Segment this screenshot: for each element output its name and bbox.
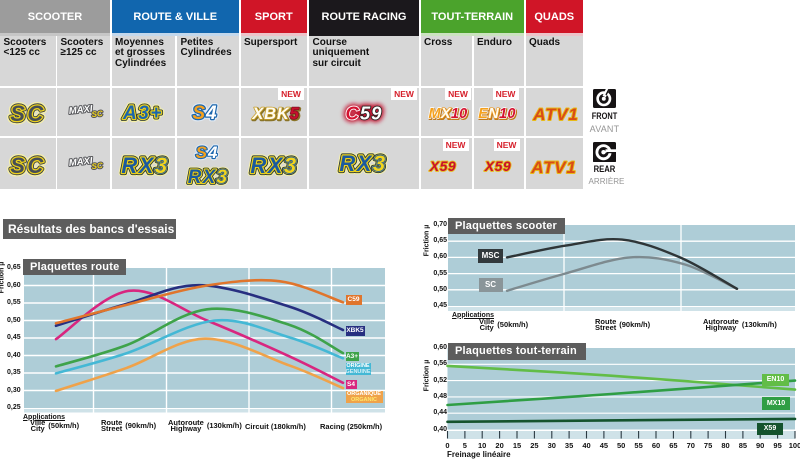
svg-text:S4: S4 [195,143,218,162]
svg-text:EN10: EN10 [478,106,516,122]
svg-text:SC: SC [10,153,46,178]
svg-text:MAXI: MAXI [68,103,93,116]
svg-text:RX3: RX3 [340,151,387,176]
svg-text:RX3: RX3 [187,166,228,187]
svg-text:S4: S4 [195,143,218,162]
svg-text:RX3: RX3 [340,151,387,176]
svg-text:RX3: RX3 [121,153,168,178]
svg-text:RX3: RX3 [121,153,168,178]
svg-text:RX3: RX3 [187,166,228,187]
svg-text:ATV1: ATV1 [530,158,576,177]
svg-text:RX3: RX3 [187,166,228,187]
svg-text:RX3: RX3 [250,153,297,178]
svg-text:RX3: RX3 [250,153,297,178]
svg-text:MX10: MX10 [429,107,468,123]
svg-text:A3+: A3+ [122,103,163,124]
svg-text:RX3: RX3 [340,151,387,176]
svg-text:ATV1: ATV1 [532,105,578,124]
svg-text:SC: SC [10,153,46,178]
svg-text:A3+: A3+ [122,103,163,124]
svg-text:SC: SC [10,153,46,178]
svg-text:SC: SC [10,101,46,126]
svg-text:RX3: RX3 [340,151,387,176]
svg-text:MX10: MX10 [428,106,467,122]
svg-text:X59: X59 [484,158,511,174]
svg-text:X59: X59 [484,158,511,174]
svg-text:EN10: EN10 [479,107,516,123]
svg-text:MAXI: MAXI [68,155,93,168]
svg-text:SC: SC [10,101,46,126]
svg-text:SC: SC [91,161,103,171]
svg-text:ATV1: ATV1 [532,105,578,124]
svg-text:ATV1: ATV1 [530,158,576,177]
svg-text:S4: S4 [192,103,217,124]
svg-text:XBK5: XBK5 [252,106,300,124]
svg-text:C59: C59 [346,102,383,123]
svg-text:S4: S4 [192,103,217,124]
svg-text:SC: SC [10,101,46,126]
svg-text:A3+: A3+ [122,103,163,124]
svg-text:RX3: RX3 [121,153,168,178]
svg-text:S4: S4 [192,103,217,124]
svg-text:S4: S4 [195,143,218,162]
svg-text:SC: SC [91,109,103,119]
svg-text:SC: SC [10,153,46,178]
svg-text:X59: X59 [429,158,456,174]
svg-text:C59: C59 [346,102,383,123]
svg-text:A3+: A3+ [122,103,163,124]
svg-text:RX3: RX3 [250,153,297,178]
svg-text:XBK5: XBK5 [251,104,299,122]
svg-text:X59: X59 [429,158,456,174]
svg-text:SC: SC [10,101,46,126]
svg-text:RX3: RX3 [250,153,297,178]
svg-text:RX3: RX3 [121,153,168,178]
svg-text:RX3: RX3 [187,166,228,187]
